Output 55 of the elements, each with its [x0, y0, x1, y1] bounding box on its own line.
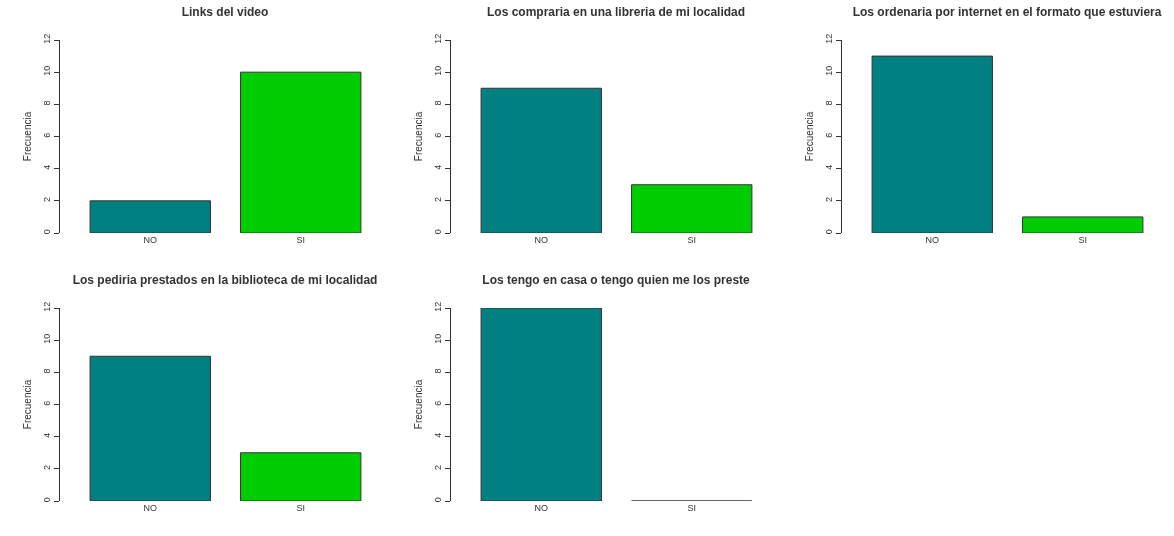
- x-tick-label: NO: [143, 235, 158, 245]
- y-tick-label: 4: [42, 432, 53, 438]
- x-tick-label: NO: [925, 235, 940, 245]
- y-axis-title: Frecuencia: [22, 111, 34, 162]
- y-tick-label: 4: [433, 432, 444, 438]
- x-tick-label: SI: [296, 503, 305, 513]
- y-tick-label: 8: [824, 100, 835, 106]
- y-tick-label: 10: [42, 65, 53, 76]
- y-tick-label: 0: [42, 497, 53, 503]
- y-tick-label: 8: [42, 368, 53, 374]
- y-tick-label: 4: [433, 164, 444, 170]
- y-tick-label: 4: [42, 164, 53, 170]
- y-tick-label: 8: [42, 100, 53, 106]
- y-tick-label: 2: [433, 196, 444, 202]
- y-tick-label: 8: [433, 100, 444, 106]
- y-tick-label: 2: [42, 196, 53, 202]
- x-tick-label: SI: [1078, 235, 1087, 245]
- x-tick-label: SI: [687, 503, 696, 513]
- y-tick-label: 12: [433, 33, 444, 44]
- y-tick-label: 10: [433, 333, 444, 344]
- y-axis-title: Frecuencia: [413, 111, 425, 162]
- y-tick-label: 6: [824, 132, 835, 138]
- y-tick-label: 6: [433, 400, 444, 406]
- y-tick-label: 6: [433, 132, 444, 138]
- y-tick-label: 2: [433, 464, 444, 470]
- y-tick-label: 2: [42, 464, 53, 470]
- y-tick-label: 12: [433, 301, 444, 312]
- y-axis-title: Frecuencia: [22, 379, 34, 430]
- y-tick-label: 12: [42, 301, 53, 312]
- y-tick-label: 8: [433, 368, 444, 374]
- y-tick-label: 0: [433, 497, 444, 503]
- y-tick-label: 0: [42, 229, 53, 235]
- x-tick-label: NO: [143, 503, 158, 513]
- chart-title: Los tengo en casa o tengo quien me los preste: [482, 273, 751, 288]
- y-tick-label: 2: [824, 196, 835, 202]
- chart-title: Links del video: [181, 5, 269, 20]
- y-tick-label: 4: [824, 164, 835, 170]
- x-tick-label: NO: [534, 235, 549, 245]
- x-tick-label: NO: [534, 503, 549, 513]
- x-tick-label: SI: [687, 235, 696, 245]
- chart-title: Los compraria en una libreria de mi localidad: [487, 5, 746, 20]
- y-axis-title: Frecuencia: [804, 111, 816, 162]
- y-tick-label: 10: [824, 65, 835, 76]
- chart-title: Los pediria prestados en la biblioteca de mi localidad: [72, 273, 378, 288]
- y-tick-label: 12: [824, 33, 835, 44]
- y-tick-label: 10: [433, 65, 444, 76]
- y-tick-label: 10: [42, 333, 53, 344]
- x-tick-label: SI: [296, 235, 305, 245]
- y-tick-label: 6: [42, 132, 53, 138]
- chart-title: Los ordenaria por internet en el formato que estuviera: [852, 5, 1162, 20]
- y-tick-label: 0: [824, 229, 835, 235]
- y-tick-label: 0: [433, 229, 444, 235]
- y-tick-label: 6: [42, 400, 53, 406]
- y-tick-label: 12: [42, 33, 53, 44]
- y-axis-title: Frecuencia: [413, 379, 425, 430]
